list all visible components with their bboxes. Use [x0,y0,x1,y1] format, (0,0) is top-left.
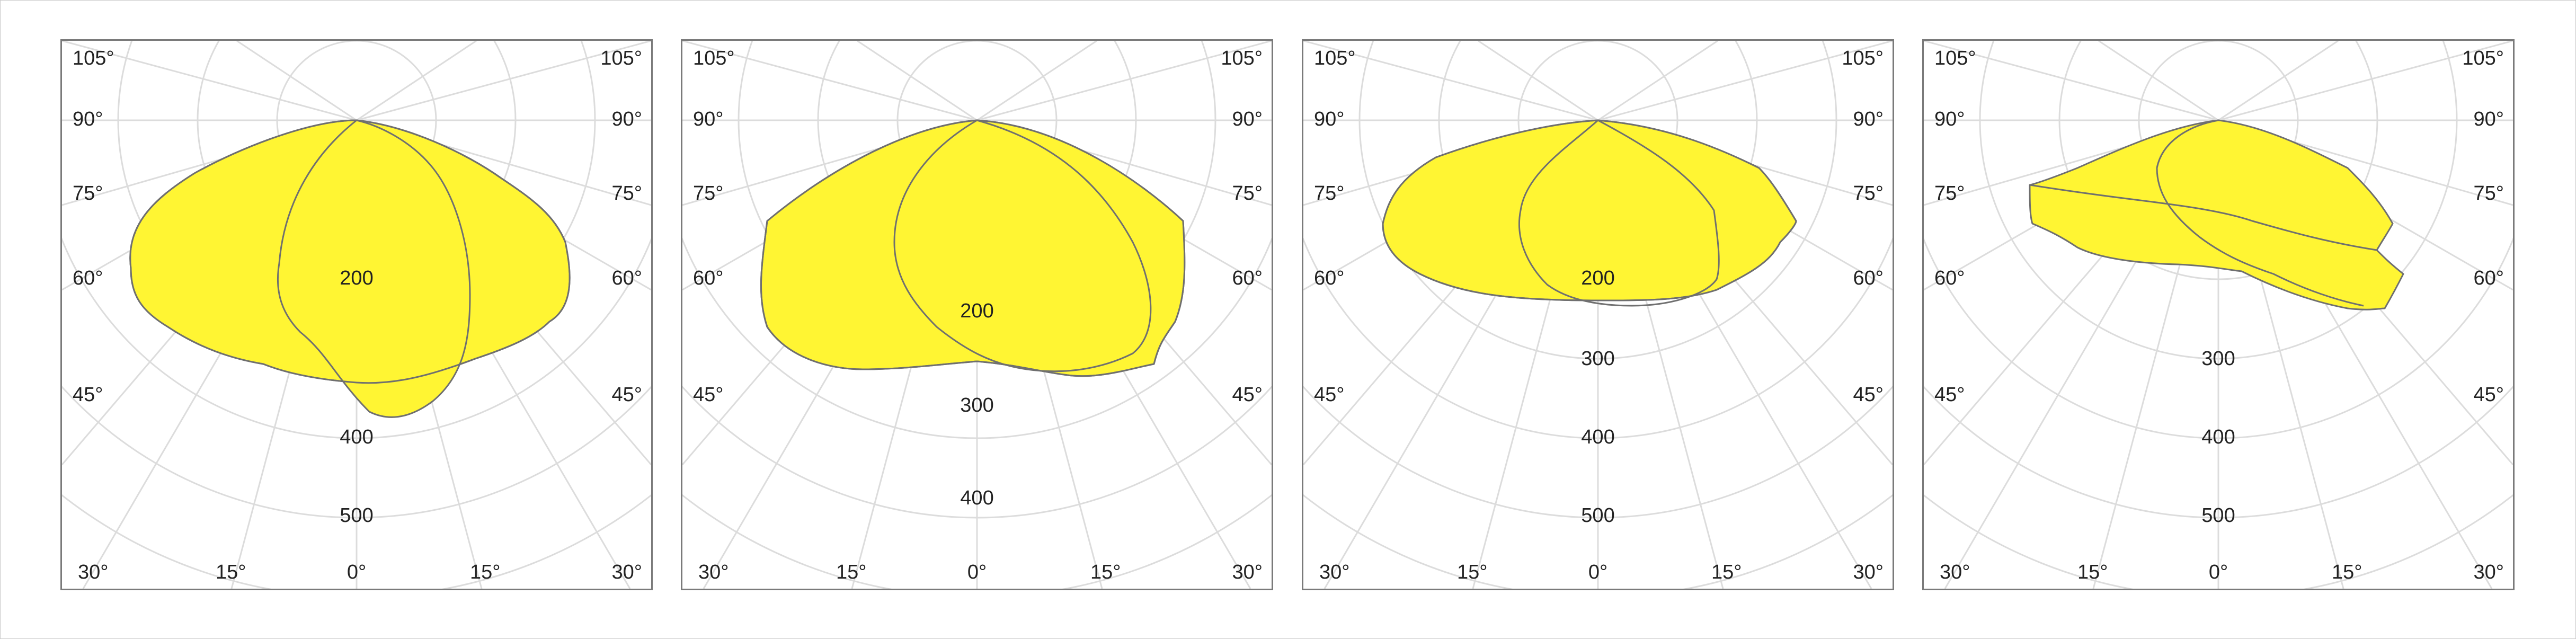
curve-c0-c180-4 [2029,119,2404,310]
polar-chart-3: 105° 90° 75° 60° 45° 105° 90° 75° 60° 45… [1303,41,1893,589]
angle-label-30-bottom-left-2: 30° [698,561,729,583]
angle-label-75-left-3: 75° [1314,182,1344,205]
angle-label-105-right-4: 105° [2462,47,2504,69]
polar-panel-2: 105° 90° 75° 60° 45° 105° 90° 75° 60° 45… [681,39,1273,590]
angle-label-105-right-3: 105° [1842,47,1884,69]
polar-panel-3: 105° 90° 75° 60° 45° 105° 90° 75° 60° 45… [1302,39,1894,590]
angle-label-15-bottom-right-3: 15° [1711,561,1742,583]
angle-label-45-right-3: 45° [1853,384,1884,406]
angle-label-60-left-3: 60° [1314,267,1344,289]
angle-label-60-left-4: 60° [1934,267,1965,289]
angle-label-30-bottom-right-1: 30° [612,561,642,583]
angle-label-90-right-1: 90° [612,108,642,130]
angle-label-105-left-2: 105° [693,47,735,69]
angle-label-15-bottom-left-3: 15° [1457,561,1487,583]
angle-label-15-bottom-left-2: 15° [836,561,866,583]
angle-label-75-right-2: 75° [1232,182,1263,205]
radial-label-300-3: 300 [1581,348,1614,370]
angle-label-30-bottom-left-1: 30° [78,561,108,583]
angle-label-90-right-2: 90° [1232,108,1263,130]
polar-chart-4: 105° 90° 75° 60° 45° 105° 90° 75° 60° 45… [1924,41,2513,589]
angle-label-90-left-4: 90° [1934,108,1965,130]
radial-label-400-3: 400 [1581,426,1614,448]
radial-label-400-4: 400 [2201,426,2235,448]
angle-label-75-right-3: 75° [1853,182,1884,205]
angle-label-15-bottom-right-2: 15° [1090,561,1121,583]
angle-label-45-right-2: 45° [1232,384,1263,406]
curve-c90-c270-4 [2156,119,2364,307]
radial-label-400-1: 400 [340,426,373,448]
angle-label-75-right-4: 75° [2474,182,2504,205]
angle-label-0-bottom-3: 0° [1588,561,1607,583]
angle-label-105-left-1: 105° [73,47,114,69]
angle-label-75-right-1: 75° [612,182,642,205]
angle-label-30-bottom-left-3: 30° [1319,561,1349,583]
angle-label-15-bottom-right-1: 15° [470,561,500,583]
angle-label-45-left-4: 45° [1934,384,1965,406]
angle-label-60-right-3: 60° [1853,267,1884,289]
angle-label-75-left-2: 75° [693,182,723,205]
polar-panel-1: 105° 90° 75° 60° 45° 105° 90° 75° 60° 45… [60,39,653,590]
polar-panel-4: 105° 90° 75° 60° 45° 105° 90° 75° 60° 45… [1922,39,2515,590]
angle-label-90-right-4: 90° [2474,108,2504,130]
angle-label-45-left-2: 45° [693,384,723,406]
angle-label-45-left-3: 45° [1314,384,1344,406]
radial-label-400-2: 400 [960,487,993,509]
radial-label-300-2: 300 [960,394,993,416]
angle-label-105-left-3: 105° [1314,47,1356,69]
angle-label-45-right-4: 45° [2474,384,2504,406]
polar-chart-2: 105° 90° 75° 60° 45° 105° 90° 75° 60° 45… [682,41,1272,589]
angle-label-0-bottom-2: 0° [967,561,987,583]
angle-label-15-bottom-left-4: 15° [2077,561,2108,583]
angle-label-30-bottom-right-2: 30° [1232,561,1263,583]
angle-label-90-left-1: 90° [73,108,103,130]
curve-c0-c180-2 [760,119,1186,377]
radial-label-500-1: 500 [340,504,373,527]
angle-label-0-bottom-4: 0° [2209,561,2228,583]
radial-label-300-4: 300 [2201,348,2235,370]
radial-label-500-3: 500 [1581,504,1614,527]
radial-label-200-2: 200 [960,300,993,322]
angle-label-90-right-3: 90° [1853,108,1884,130]
angle-label-105-left-4: 105° [1934,47,1976,69]
polar-chart-1: 105° 90° 75° 60° 45° 105° 90° 75° 60° 45… [62,41,651,589]
angle-label-75-left-1: 75° [73,182,103,205]
radial-label-200-1: 200 [340,267,373,289]
angle-label-45-left-1: 45° [73,384,103,406]
angle-label-90-left-2: 90° [693,108,723,130]
curve-c90-c270-1 [277,119,471,418]
angle-label-60-left-1: 60° [73,267,103,289]
angle-label-30-bottom-left-4: 30° [1940,561,1970,583]
angle-label-105-right-2: 105° [1221,47,1263,69]
angle-label-15-bottom-left-1: 15° [216,561,246,583]
angle-label-30-bottom-right-4: 30° [2474,561,2504,583]
angle-label-60-right-1: 60° [612,267,642,289]
angle-label-105-right-1: 105° [600,47,642,69]
angle-label-75-left-4: 75° [1934,182,1965,205]
angle-label-60-left-2: 60° [693,267,723,289]
curve-c90-c270-3 [1518,119,1720,307]
angle-label-45-right-1: 45° [612,384,642,406]
angle-label-60-right-4: 60° [2474,267,2504,289]
angle-label-0-bottom-1: 0° [347,561,366,583]
angle-label-30-bottom-right-3: 30° [1853,561,1884,583]
angle-label-15-bottom-right-4: 15° [2332,561,2362,583]
angle-label-90-left-3: 90° [1314,108,1344,130]
radial-label-500-4: 500 [2201,504,2235,527]
angle-label-60-right-2: 60° [1232,267,1263,289]
radial-label-200-3: 200 [1581,267,1614,289]
